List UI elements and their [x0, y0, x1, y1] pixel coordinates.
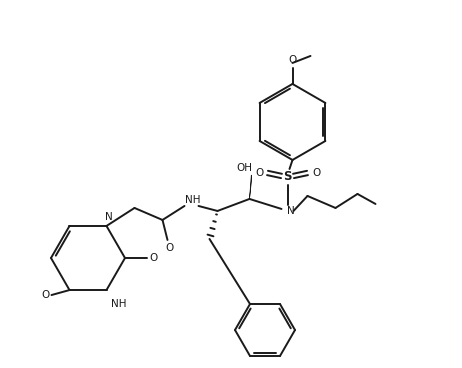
- Text: NH: NH: [111, 299, 127, 309]
- Text: OH: OH: [237, 163, 253, 173]
- Polygon shape: [249, 175, 252, 199]
- Text: O: O: [149, 253, 157, 263]
- Text: N: N: [286, 206, 294, 216]
- Text: O: O: [288, 55, 297, 65]
- Text: O: O: [312, 168, 321, 178]
- Text: O: O: [255, 168, 264, 178]
- Text: O: O: [42, 290, 49, 300]
- Text: S: S: [283, 170, 292, 184]
- Text: O: O: [165, 243, 174, 253]
- Text: N: N: [104, 212, 112, 222]
- Text: NH: NH: [185, 195, 200, 205]
